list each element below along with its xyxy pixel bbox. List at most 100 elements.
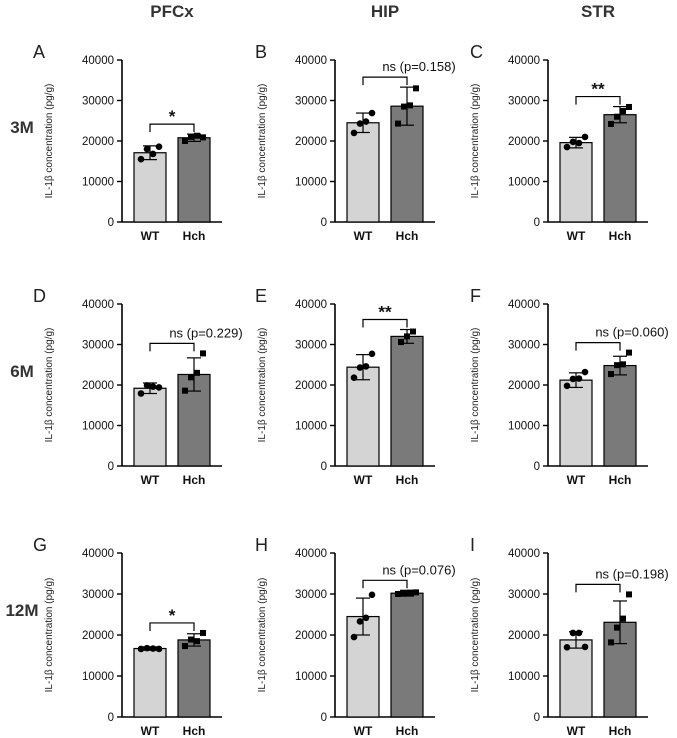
y-tick-label: 40000	[295, 299, 327, 311]
y-tick-label: 20000	[295, 630, 327, 642]
y-tick-label: 40000	[82, 548, 114, 560]
data-point-hch	[395, 591, 401, 597]
y-tick-label: 0	[108, 461, 114, 473]
panel-b: BIL-1β concentration (pg/g)0100002000030…	[255, 42, 456, 243]
data-point-wt	[156, 384, 163, 391]
data-point-wt	[564, 383, 571, 390]
panel-label: F	[470, 286, 481, 306]
y-axis-label: IL-1β concentration (pg/g)	[470, 578, 481, 693]
y-tick-label: 10000	[295, 421, 327, 433]
bar-hch	[604, 366, 636, 466]
data-point-wt	[582, 134, 589, 141]
panel-c: C IL-1β concentration (pg/g) 0 10000 20000 30…	[470, 42, 648, 243]
y-tick-label: 30000	[508, 96, 540, 108]
data-point-wt	[570, 376, 577, 383]
data-point-hch	[194, 638, 200, 644]
y-tick-label: 0	[321, 712, 327, 724]
data-point-hch	[608, 121, 614, 127]
significance-bracket	[363, 580, 407, 588]
y-tick-label: 40000	[508, 55, 540, 67]
data-point-hch	[608, 371, 614, 377]
bar-wt	[134, 649, 166, 717]
x-tick-label-wt: WT	[354, 473, 373, 487]
y-tick-label: 0	[321, 461, 327, 473]
data-point-wt	[582, 644, 589, 651]
panel-i: IIL-1β concentration (pg/g)0100002000030…	[470, 535, 669, 738]
y-axis-label: IL-1β concentration (pg/g)	[257, 84, 268, 199]
bar-wt	[134, 153, 166, 222]
data-point-hch	[200, 134, 206, 140]
y-tick-label: 40000	[508, 548, 540, 560]
x-tick-label-wt: WT	[567, 724, 586, 738]
x-tick-label-wt: WT	[354, 724, 373, 738]
data-point-wt	[144, 645, 151, 652]
data-point-hch	[407, 590, 413, 596]
data-point-hch	[620, 108, 626, 114]
data-point-wt	[576, 630, 583, 637]
significance-label: *	[169, 606, 176, 625]
x-tick-label-hch: Hch	[609, 724, 632, 738]
data-point-hch	[620, 361, 626, 367]
y-tick-label: 10000	[508, 671, 540, 683]
y-tick-label: 40000	[82, 55, 114, 67]
y-tick-label: 20000	[82, 630, 114, 642]
panel-a: A IL-1β concentration (pg/g) 0 10000 20000 30…	[33, 42, 222, 243]
x-tick-label-wt: WT	[141, 473, 160, 487]
y-tick-label: 30000	[82, 589, 114, 601]
y-tick-label: 10000	[508, 177, 540, 189]
data-point-hch	[413, 85, 419, 91]
data-point-hch	[182, 388, 188, 394]
data-point-hch	[194, 133, 200, 139]
data-point-hch	[626, 591, 632, 597]
y-axis-label: IL-1β concentration (pg/g)	[470, 328, 481, 443]
panel-label: E	[255, 286, 267, 306]
y-tick-label: 30000	[295, 589, 327, 601]
data-point-hch	[620, 616, 626, 622]
data-point-wt	[138, 390, 145, 397]
panel-label: H	[255, 535, 268, 555]
y-tick-label: 10000	[82, 671, 114, 683]
data-point-hch	[626, 350, 632, 356]
bar-wt	[134, 388, 166, 466]
data-point-wt	[351, 634, 358, 641]
y-tick-label: 10000	[82, 421, 114, 433]
significance-label: ns (p=0.158)	[382, 59, 455, 74]
panel-g: G IL-1β concentration (pg/g) 0 10000 20000 30…	[33, 535, 222, 738]
data-point-hch	[194, 370, 200, 376]
data-point-wt	[357, 120, 364, 127]
data-point-hch	[188, 134, 194, 140]
bar-hch	[178, 640, 210, 717]
row-header-6m: 6M	[10, 362, 34, 381]
panel-e: EIL-1β concentration (pg/g)0100002000030…	[255, 286, 435, 487]
y-tick-label: 30000	[295, 96, 327, 108]
bar-hch	[391, 336, 423, 466]
panel-label: C	[470, 42, 483, 62]
significance-label: ns (p=0.060)	[595, 325, 668, 340]
y-tick-label: 30000	[82, 96, 114, 108]
data-point-wt	[357, 618, 364, 625]
significance-bracket	[363, 77, 407, 85]
data-point-wt	[150, 383, 157, 390]
data-point-wt	[570, 630, 577, 637]
data-point-hch	[200, 350, 206, 356]
data-point-hch	[200, 630, 206, 636]
column-header-hip: HIP	[371, 2, 399, 21]
y-axis-label: IL-1β concentration (pg/g)	[44, 84, 55, 199]
data-point-hch	[614, 362, 620, 368]
figure: PFCx HIP STR 3M 6M 12M AIL-1β concentrat…	[0, 0, 677, 738]
data-point-hch	[608, 639, 614, 645]
y-tick-label: 0	[534, 712, 540, 724]
data-point-hch	[395, 121, 401, 127]
data-point-hch	[188, 637, 194, 643]
y-tick-label: 20000	[508, 630, 540, 642]
y-tick-label: 30000	[82, 340, 114, 352]
data-point-wt	[576, 375, 583, 382]
data-point-wt	[576, 140, 583, 147]
bar-wt	[560, 640, 592, 717]
y-tick-label: 0	[108, 712, 114, 724]
x-tick-label-wt: WT	[567, 229, 586, 243]
bar-wt	[560, 380, 592, 466]
data-point-hch	[401, 104, 407, 110]
data-point-wt	[351, 374, 358, 381]
data-point-wt	[138, 156, 145, 163]
